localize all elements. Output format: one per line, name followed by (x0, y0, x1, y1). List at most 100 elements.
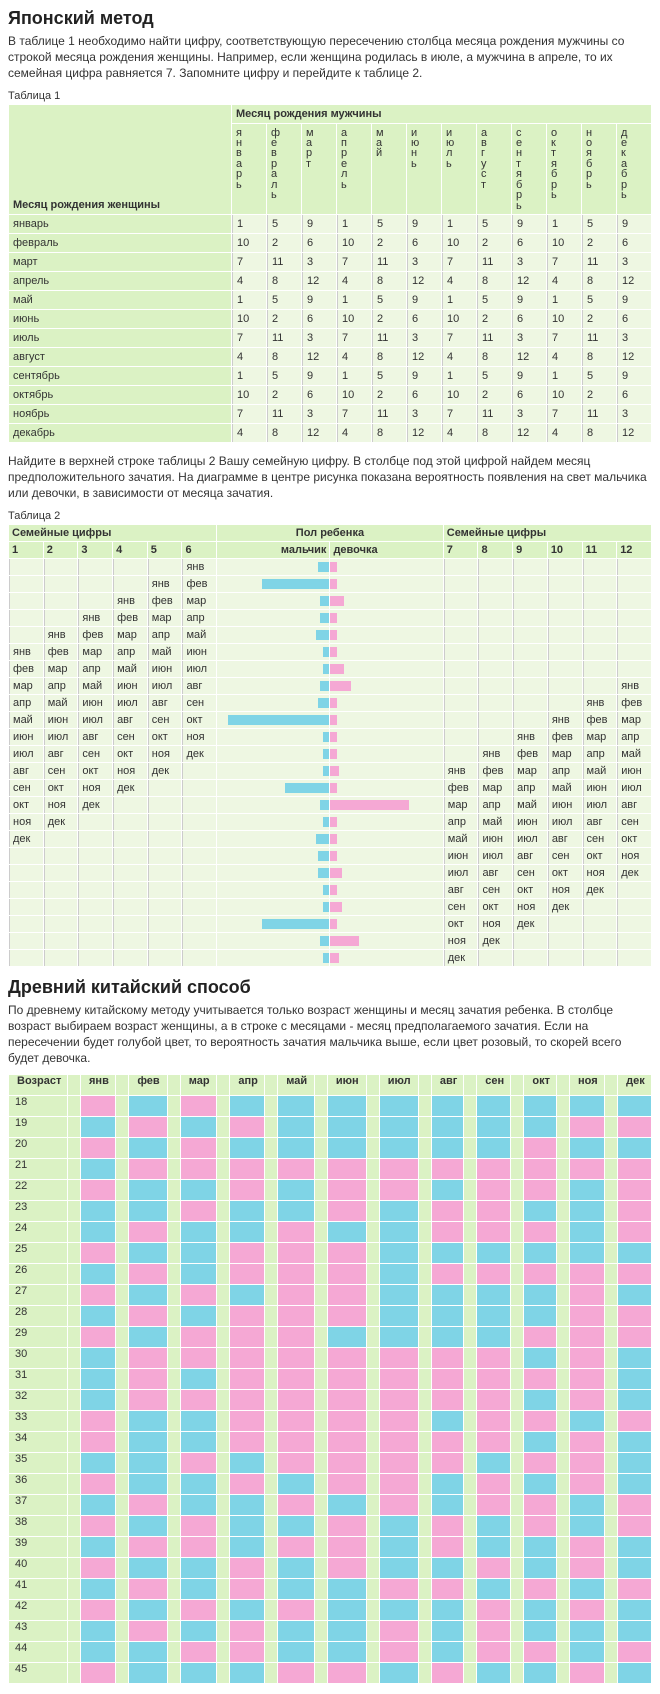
c-cell (230, 1285, 264, 1305)
c-cell (477, 1138, 510, 1158)
c-cell (230, 1453, 264, 1473)
t1-col-header: октябрь (547, 124, 581, 215)
c-cell (477, 1243, 510, 1263)
t1-cell: 4 (337, 348, 371, 366)
t1-row-header: октябрь (9, 386, 231, 404)
t1-cell: 7 (547, 253, 581, 271)
c-cell (81, 1474, 115, 1494)
chinese-table: Возрастянвфевмарапрмайиюниюлавгсеноктноя… (8, 1074, 652, 1684)
c-age-cell: 21 (9, 1159, 67, 1179)
c-cell (477, 1600, 510, 1620)
c-cell (570, 1558, 604, 1578)
c-cell (230, 1474, 264, 1494)
t1-col-header: июнь (407, 124, 441, 215)
c-cell (181, 1411, 217, 1431)
t1-cell: 6 (407, 386, 441, 404)
c-cell (380, 1579, 418, 1599)
t1-cell: 3 (407, 253, 441, 271)
c-cell (618, 1222, 651, 1242)
c-cell (524, 1600, 556, 1620)
t1-cell: 9 (512, 367, 546, 385)
c-cell (432, 1432, 463, 1452)
t1-cell: 9 (302, 215, 336, 233)
c-cell (618, 1474, 651, 1494)
c-cell (278, 1390, 314, 1410)
c-cell (278, 1369, 314, 1389)
c-cell (278, 1243, 314, 1263)
c-age-cell: 20 (9, 1138, 67, 1158)
c-cell (81, 1411, 115, 1431)
t1-cell: 10 (442, 386, 476, 404)
c-cell (129, 1222, 166, 1242)
c-cell (524, 1264, 556, 1284)
table1-caption: Таблица 1 (8, 90, 652, 102)
t1-cell: 3 (302, 329, 336, 347)
c-cell (432, 1600, 463, 1620)
t1-cell: 10 (232, 234, 266, 252)
t1-cell: 5 (267, 367, 301, 385)
c-cell (524, 1495, 556, 1515)
t1-cell: 2 (582, 386, 616, 404)
c-cell (181, 1117, 217, 1137)
t1-cell: 5 (477, 291, 511, 309)
c-cell (81, 1537, 115, 1557)
c-cell (380, 1537, 418, 1557)
c-cell (477, 1453, 510, 1473)
c-cell (81, 1285, 115, 1305)
c-cell (181, 1285, 217, 1305)
c-cell (181, 1306, 217, 1326)
c-age-cell: 24 (9, 1222, 67, 1242)
c-cell (278, 1117, 314, 1137)
c-age-cell: 36 (9, 1474, 67, 1494)
c-cell (328, 1558, 366, 1578)
c-cell (81, 1159, 115, 1179)
t1-cell: 2 (267, 386, 301, 404)
c-cell (570, 1180, 604, 1200)
t1-col-header: май (372, 124, 406, 215)
t1-cell: 7 (337, 253, 371, 271)
c-cell (129, 1348, 166, 1368)
t1-row-header: декабрь (9, 424, 231, 442)
c-cell (328, 1411, 366, 1431)
c-cell (278, 1579, 314, 1599)
t1-cell: 4 (442, 272, 476, 290)
c-cell (328, 1579, 366, 1599)
c-cell (380, 1516, 418, 1536)
c-cell (129, 1411, 166, 1431)
t1-cell: 12 (302, 272, 336, 290)
t1-cell: 2 (582, 234, 616, 252)
c-cell (181, 1621, 217, 1641)
c-cell (524, 1201, 556, 1221)
c-cell (278, 1432, 314, 1452)
c-age-cell: 32 (9, 1390, 67, 1410)
c-cell (618, 1558, 651, 1578)
c-cell (230, 1579, 264, 1599)
c-cell (524, 1537, 556, 1557)
table2: Семейные цифрыПол ребенкаСемейные цифры1… (8, 524, 652, 967)
c-cell (328, 1222, 366, 1242)
c-cell (477, 1306, 510, 1326)
c-cell (328, 1264, 366, 1284)
c-cell (618, 1453, 651, 1473)
t1-cell: 4 (442, 348, 476, 366)
c-cell (129, 1390, 166, 1410)
t1-cell: 3 (407, 329, 441, 347)
t1-cell: 10 (442, 310, 476, 328)
c-cell (278, 1474, 314, 1494)
t1-row-header: март (9, 253, 231, 271)
t1-cell: 1 (337, 215, 371, 233)
c-cell (477, 1285, 510, 1305)
c-cell (380, 1138, 418, 1158)
c-age-cell: 31 (9, 1369, 67, 1389)
heading-chinese: Древний китайский способ (8, 977, 652, 998)
t1-cell: 12 (512, 424, 546, 442)
t1-cell: 9 (617, 291, 651, 309)
c-cell (129, 1600, 166, 1620)
c-cell (129, 1453, 166, 1473)
c-cell (432, 1306, 463, 1326)
t1-cell: 9 (407, 367, 441, 385)
c-cell (81, 1180, 115, 1200)
c-cell (129, 1537, 166, 1557)
c-cell (129, 1495, 166, 1515)
t1-cell: 5 (582, 291, 616, 309)
